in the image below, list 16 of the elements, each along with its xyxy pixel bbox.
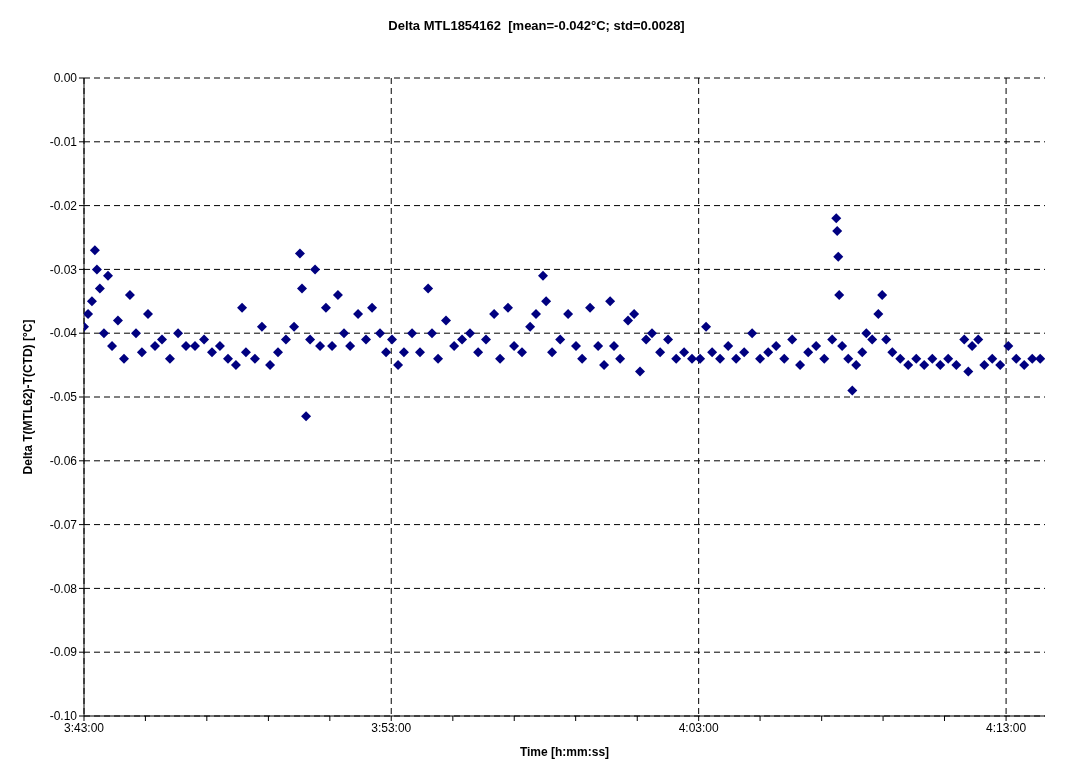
chart-title: Delta MTL1854162 [mean=-0.042°C; std=0.0028] (387, 18, 686, 33)
y-tick-label: -0.05 (49, 390, 78, 405)
x-tick-label: 4:03:00 (678, 720, 719, 735)
y-tick-label: -0.02 (49, 198, 78, 213)
y-axis-title: Delta T(MTL62)-T(CTD) [°C] (21, 319, 36, 475)
y-tick-label: -0.01 (49, 135, 78, 150)
x-axis-title: Time [h:mm:ss] (519, 745, 610, 759)
y-tick-label: -0.07 (49, 517, 78, 532)
y-tick-label: -0.03 (49, 262, 78, 277)
y-tick-label: -0.04 (49, 326, 78, 341)
x-tick-label: 3:53:00 (371, 720, 412, 735)
y-tick-label: -0.09 (49, 645, 78, 660)
y-tick-label: -0.06 (49, 454, 78, 469)
x-tick-label: 4:13:00 (986, 720, 1027, 735)
y-tick-label: -0.08 (49, 581, 78, 596)
y-tick-label: 0.00 (53, 71, 78, 86)
